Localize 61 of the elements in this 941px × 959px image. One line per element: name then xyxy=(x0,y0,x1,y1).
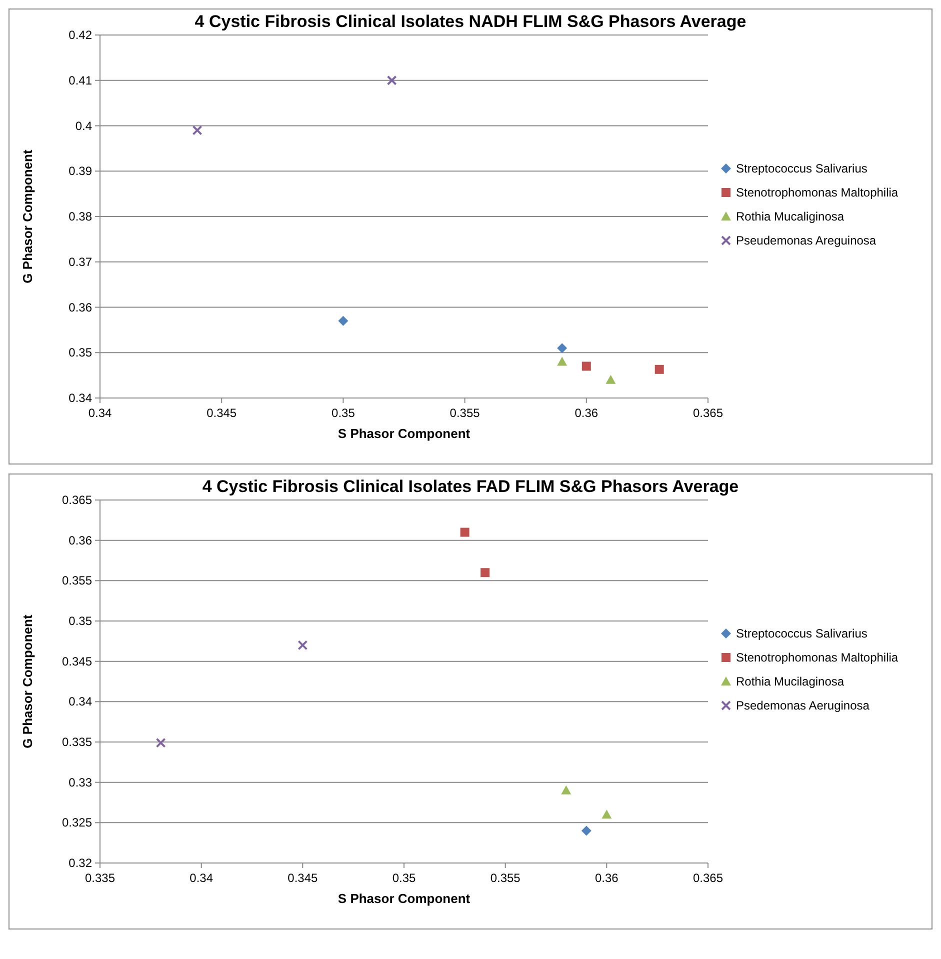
y-tick-label: 0.365 xyxy=(62,493,92,507)
y-tick-label: 0.34 xyxy=(68,694,92,709)
x-tick-label: 0.335 xyxy=(84,871,116,885)
y-tick-label: 0.41 xyxy=(68,73,92,88)
point xyxy=(654,364,664,374)
point xyxy=(338,316,348,326)
x-tick-label: 0.365 xyxy=(692,871,724,885)
y-tick-label: 0.38 xyxy=(68,210,92,224)
x-tick-label: 0.35 xyxy=(392,871,416,885)
y-tick-label: 0.32 xyxy=(68,856,92,870)
legend-label: Pseudemonas Areguinosa xyxy=(736,234,876,248)
point xyxy=(557,343,568,354)
x-tick-label: 0.355 xyxy=(450,406,480,420)
x-tick-label: 0.365 xyxy=(692,406,724,420)
legend-label: Stenotrophomonas Maltophilia xyxy=(736,186,898,200)
y-tick-label: 0.335 xyxy=(62,735,92,749)
x-axis-title: S Phasor Component xyxy=(338,426,471,441)
point xyxy=(480,568,490,578)
x-tick-label: 0.36 xyxy=(594,871,619,885)
legend-label: Stenotrophomonas Maltophilia xyxy=(736,650,898,664)
point xyxy=(460,528,470,537)
y-tick-label: 0.345 xyxy=(62,654,92,668)
point xyxy=(561,785,572,794)
x-tick-label: 0.355 xyxy=(490,871,521,885)
point xyxy=(602,810,612,819)
y-tick-label: 0.36 xyxy=(68,533,92,548)
y-tick-label: 0.33 xyxy=(68,775,92,790)
x-tick-label: 0.345 xyxy=(288,871,318,885)
point xyxy=(557,356,568,366)
x-tick-label: 0.36 xyxy=(574,406,598,420)
y-tick-label: 0.4 xyxy=(75,118,92,133)
legend-label: Rothia Mucilaginosa xyxy=(736,674,844,688)
y-tick-label: 0.34 xyxy=(68,391,92,405)
legend-label: Streptococcus Salivarius xyxy=(736,162,868,176)
chart-title: 4 Cystic Fibrosis Clinical Isolates NADH FLIM S&G Phasors Average xyxy=(194,12,746,31)
y-tick-label: 0.355 xyxy=(62,574,92,588)
legend-label: Rothia Mucaliginosa xyxy=(736,210,844,224)
x-axis-title: S Phasor Component xyxy=(338,891,471,906)
point xyxy=(156,738,166,748)
y-tick-label: 0.35 xyxy=(68,614,92,628)
y-tick-label: 0.37 xyxy=(68,254,92,269)
point xyxy=(606,374,616,384)
y-tick-label: 0.35 xyxy=(68,346,92,360)
legend-label: Psedemonas Aeruginosa xyxy=(736,698,870,712)
x-tick-label: 0.345 xyxy=(206,406,237,420)
chart-title: 4 Cystic Fibrosis Clinical Isolates FAD FLIM S&G Phasors Average xyxy=(202,477,739,496)
point xyxy=(581,826,592,836)
legend-label: Streptococcus Salivarius xyxy=(736,626,868,640)
y-tick-label: 0.39 xyxy=(68,164,92,178)
x-tick-label: 0.34 xyxy=(190,871,214,885)
x-tick-label: 0.35 xyxy=(332,406,356,420)
y-tick-label: 0.42 xyxy=(68,28,92,42)
point xyxy=(298,640,308,650)
y-tick-label: 0.36 xyxy=(68,300,92,314)
y-tick-label: 0.325 xyxy=(62,816,92,830)
point xyxy=(582,362,591,371)
y-axis-title: G Phasor Component xyxy=(20,614,35,748)
x-tick-label: 0.34 xyxy=(88,406,112,420)
point xyxy=(386,75,397,86)
point xyxy=(192,125,202,136)
y-axis-title: G Phasor Component xyxy=(20,149,35,284)
